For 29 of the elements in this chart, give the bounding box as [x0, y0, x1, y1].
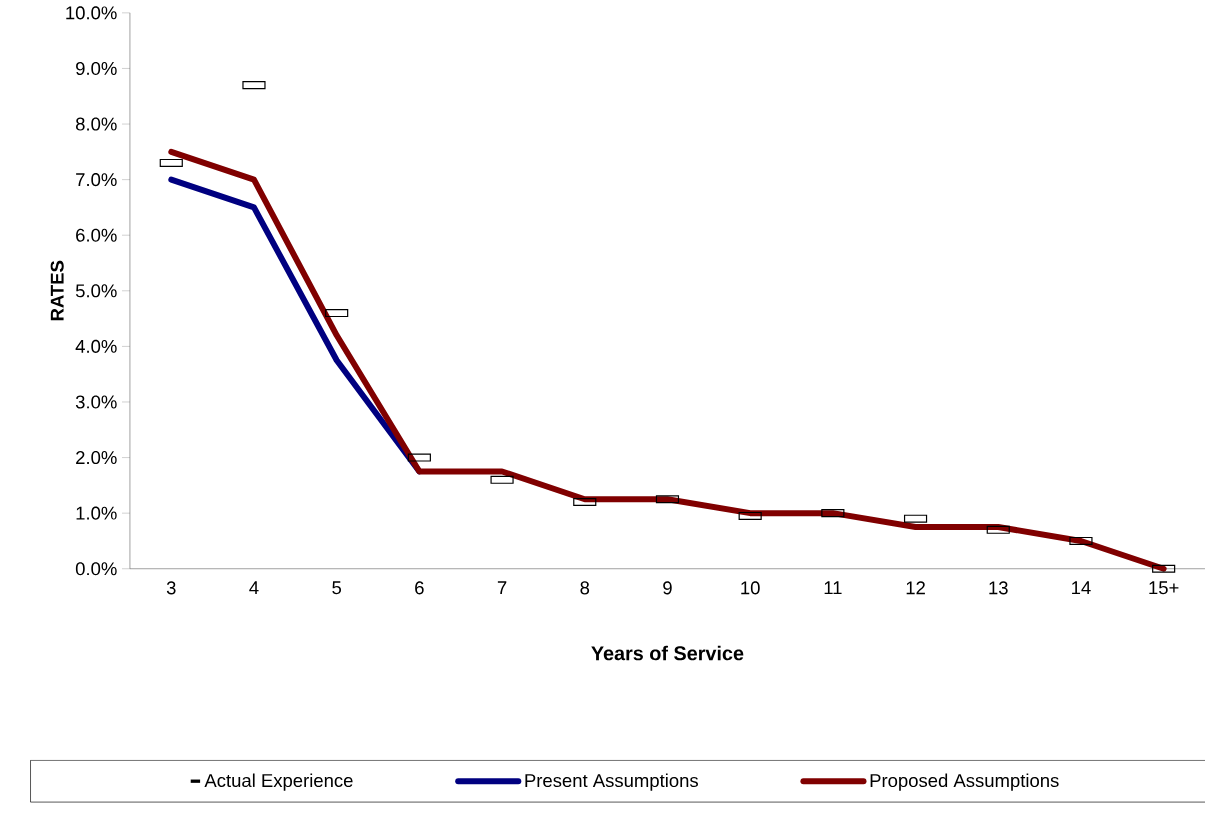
x-tick-label: 14 [1072, 581, 1091, 594]
legend-label: Present Assumptions [525, 773, 698, 791]
y-axis-title: RATES [50, 260, 64, 321]
x-tick-label: 12 [906, 581, 925, 595]
y-tick-label: 3.0% [75, 395, 117, 409]
x-tick-label: 9 [663, 581, 672, 595]
y-tick-label: 7.0% [76, 172, 117, 186]
x-tick-label: 10 [741, 581, 760, 595]
y-tick-label: 8.0% [75, 117, 117, 131]
legend-label: Actual Experience [204, 773, 353, 791]
y-tick-label: 6.0% [76, 228, 117, 242]
y-tick-label: 9.0% [76, 61, 117, 75]
y-tick-label: 1.0% [76, 506, 117, 520]
x-tick-label: 13 [989, 581, 1008, 595]
x-axis-title: Years of Service [591, 645, 744, 661]
y-tick-label: 4.0% [75, 339, 117, 353]
x-tick-label: 5 [332, 581, 342, 595]
x-tick-label: 8 [580, 581, 590, 595]
y-tick-label: 10.0% [66, 6, 117, 20]
x-tick-label: 3 [166, 581, 176, 595]
x-tick-label: 4 [249, 581, 259, 594]
x-tick-label: 6 [415, 581, 424, 595]
x-tick-label: 7 [497, 581, 507, 594]
legend-label: Proposed Assumptions [870, 773, 1059, 791]
x-tick-label: 15+ [1149, 581, 1179, 595]
x-tick-label: 11 [824, 581, 842, 594]
y-tick-label: 2.0% [76, 450, 117, 464]
y-tick-label: 5.0% [75, 284, 117, 298]
y-tick-label: 0.0% [75, 561, 117, 576]
